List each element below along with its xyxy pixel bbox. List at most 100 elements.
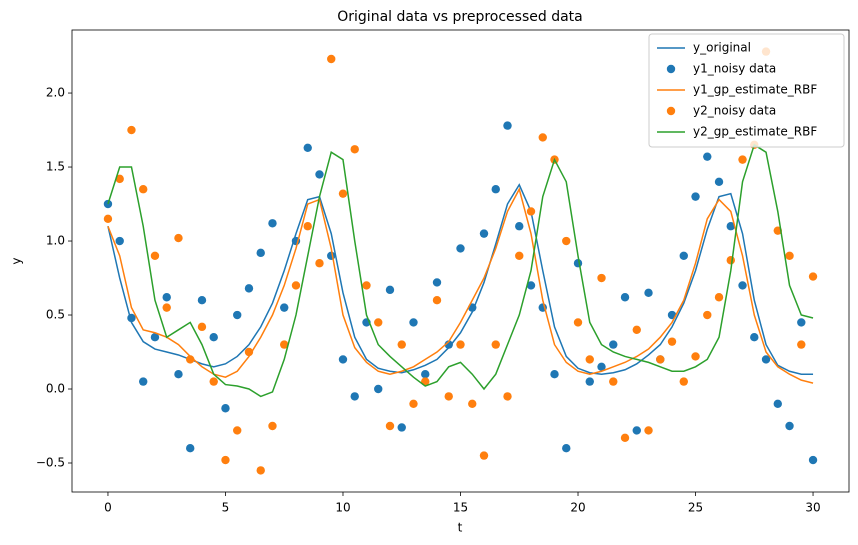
scatter-point xyxy=(738,281,747,290)
scatter-point xyxy=(315,259,324,268)
scatter-point xyxy=(644,288,653,298)
legend: y_original y1_noisy data y1_gp_estimate_RB… xyxy=(648,33,845,148)
scatter-point xyxy=(562,443,571,453)
scatter-point xyxy=(479,451,489,460)
scatter-point xyxy=(103,214,113,224)
y-tick-label: 2.0 xyxy=(46,86,65,100)
scatter-point xyxy=(244,284,254,293)
x-tick-label: 10 xyxy=(335,501,350,515)
scatter-point xyxy=(738,155,747,164)
scatter-point xyxy=(491,185,500,194)
scatter-point xyxy=(338,189,348,198)
scatter-point xyxy=(303,222,312,231)
scatter-point xyxy=(139,185,148,194)
y-tick-label: 1.5 xyxy=(46,160,65,174)
scatter-point xyxy=(162,303,171,312)
scatter-point xyxy=(397,340,406,349)
x-tick-label: 20 xyxy=(570,501,585,515)
scatter-point xyxy=(573,259,583,268)
scatter-point xyxy=(221,455,230,465)
scatter-point xyxy=(338,355,348,364)
scatter-point xyxy=(585,377,594,386)
line xyxy=(107,143,814,398)
scatter-point xyxy=(632,325,641,335)
scatter-point xyxy=(280,340,289,349)
scatter-point xyxy=(656,355,665,364)
scatter-point xyxy=(197,296,207,305)
scatter-point xyxy=(503,121,512,130)
scatter-point xyxy=(432,278,442,287)
plot-area xyxy=(103,47,818,475)
scatter-point xyxy=(679,251,688,261)
scatter-point xyxy=(174,370,183,379)
scatter-point xyxy=(632,426,641,435)
scatter-point xyxy=(268,219,277,228)
scatter-point xyxy=(538,133,547,142)
scatter-point xyxy=(797,340,806,349)
x-tick-label: 5 xyxy=(222,501,230,515)
x-tick-label: 25 xyxy=(688,501,703,515)
scatter-point xyxy=(550,370,559,379)
line xyxy=(107,183,814,375)
y-tick-label: 1.0 xyxy=(46,234,65,248)
scatter-point xyxy=(221,404,230,413)
scatter-point xyxy=(197,322,207,332)
scatter-point xyxy=(714,293,724,302)
scatter-point xyxy=(515,251,524,261)
scatter-point xyxy=(409,399,418,409)
line xyxy=(107,187,814,384)
scatter-point xyxy=(703,310,712,320)
scatter-point xyxy=(785,251,794,261)
scatter-point xyxy=(609,377,618,386)
scatter-point xyxy=(268,421,277,431)
scatter-point xyxy=(526,207,536,216)
scatter-point xyxy=(385,285,395,295)
scatter-point xyxy=(127,125,136,135)
scatter-point xyxy=(150,251,160,261)
scatter-point xyxy=(350,392,359,401)
scatter-point xyxy=(691,352,700,361)
legend-box xyxy=(648,33,845,148)
scatter-point xyxy=(679,377,688,386)
scatter-point xyxy=(327,54,336,64)
scatter-point xyxy=(350,145,359,154)
scatter-point xyxy=(726,222,735,231)
scatter-point xyxy=(162,293,171,302)
scatter-point xyxy=(186,355,195,364)
scatter-point xyxy=(174,233,183,243)
scatter-point xyxy=(585,355,594,364)
y-tick-label: −0.5 xyxy=(36,455,65,469)
scatter-point xyxy=(620,433,630,443)
scatter-point xyxy=(573,318,583,327)
scatter-point xyxy=(256,248,265,258)
scatter-point xyxy=(597,273,606,283)
scatter-point xyxy=(256,466,265,475)
x-tick-label: 30 xyxy=(805,501,820,515)
y-tick-label: 0.0 xyxy=(46,382,65,396)
scatter-point xyxy=(127,313,136,323)
scatter-point xyxy=(761,355,771,364)
scatter-point xyxy=(432,296,442,305)
scatter-point xyxy=(115,174,124,184)
x-tick-label: 15 xyxy=(453,501,468,515)
legend-label: y1_noisy data xyxy=(693,62,776,76)
scatter-point xyxy=(691,192,700,201)
x-axis-label: t xyxy=(458,521,463,535)
y-axis-label: y xyxy=(10,257,24,264)
scatter-point xyxy=(115,236,124,246)
scatter-point xyxy=(808,272,818,281)
scatter-point xyxy=(444,392,453,401)
scatter-point xyxy=(479,229,489,238)
scatter-point xyxy=(644,426,653,435)
scatter-point xyxy=(385,421,395,431)
scatter-point xyxy=(468,399,477,409)
legend-marker xyxy=(666,64,676,74)
scatter-point xyxy=(726,256,735,265)
legend-label: y1_gp_estimate_RBF xyxy=(693,83,817,97)
scatter-point xyxy=(750,333,759,342)
scatter-point xyxy=(714,177,724,187)
scatter-point xyxy=(280,303,289,312)
scatter-point xyxy=(303,143,312,152)
